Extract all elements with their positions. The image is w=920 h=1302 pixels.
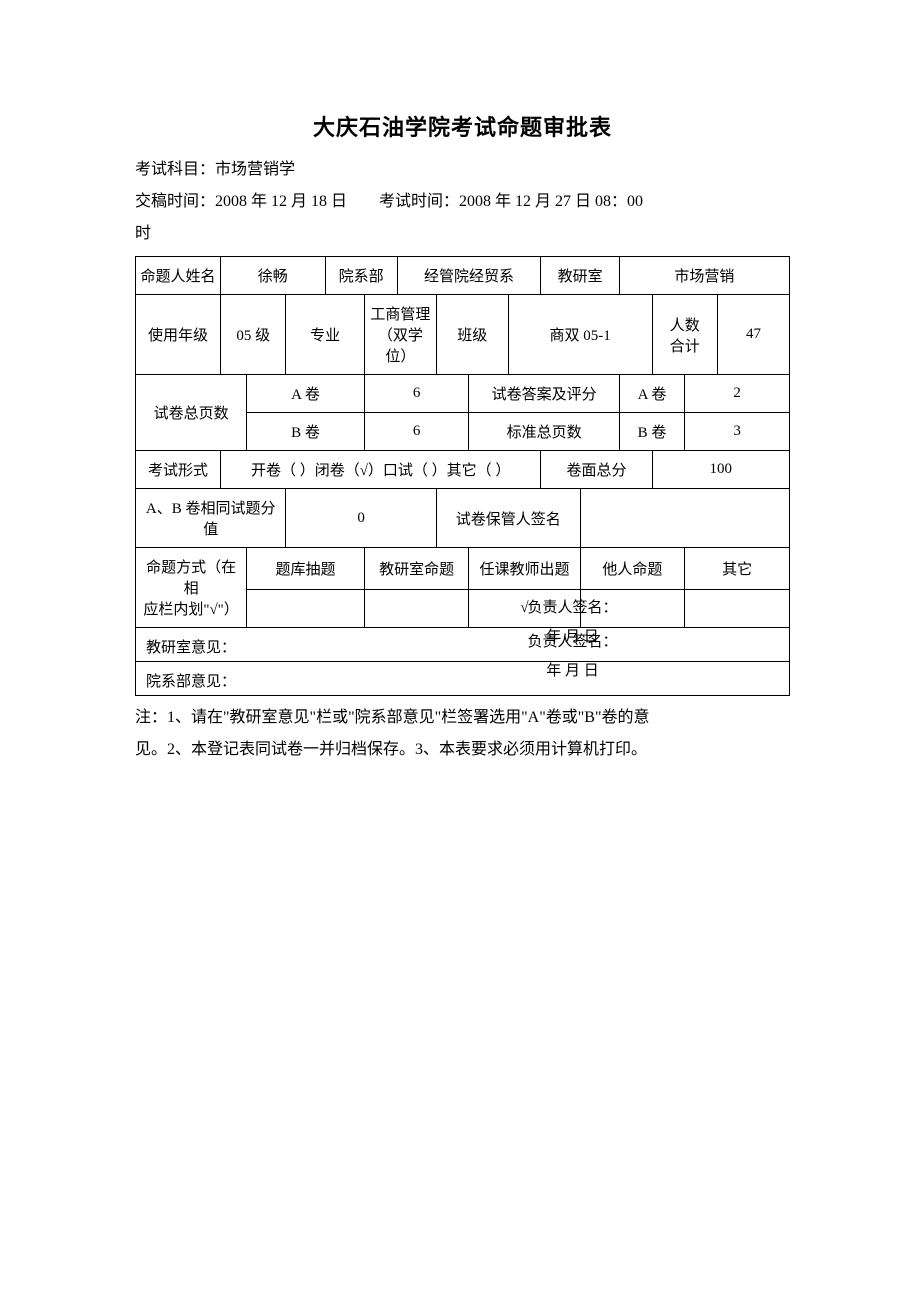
value-total-score: 100 [652,451,789,489]
value-same-value: 0 [286,489,436,548]
label-same-value: A、B 卷相同试题分值 [136,489,286,548]
row-paper-pages-a: 试卷总页数 A 卷 6 试卷答案及评分 A 卷 2 [136,375,790,413]
value-major: 工商管理 （双学位） [364,295,436,375]
label-class: 班级 [436,295,508,375]
label-answer-criteria-l1: 试卷答案及评分 [469,375,619,413]
method-col-other: 其它 [685,548,790,590]
value-keeper-sign [580,489,789,548]
label-total-score: 卷面总分 [541,451,652,489]
method-col-office: 教研室命题 [364,548,469,590]
dept-opinion-cell: 院系部意见： 负责人签名： 年 月 日 [136,662,790,696]
label-ans-b: B 卷 [619,413,684,451]
major-line1: 工商管理 [369,303,432,324]
label-major: 专业 [286,295,364,375]
label-keeper-sign: 试卷保管人签名 [436,489,580,548]
value-ans-b-pages: 3 [685,413,790,451]
value-department: 经管院经贸系 [397,257,541,295]
footnote-line1: 注：1、请在"教研室意见"栏或"院系部意见"栏签署选用"A"卷或"B"卷的意 [135,702,790,734]
footnote-line2: 见。2、本登记表同试卷一并归档保存。3、本表要求必须用计算机打印。 [135,734,790,766]
row-dept-opinion: 院系部意见： 负责人签名： 年 月 日 [136,662,790,696]
count-label-l2: 合计 [657,335,713,356]
value-grade: 05 级 [221,295,286,375]
value-paper-b-pages: 6 [364,413,469,451]
label-exam-form: 考试形式 [136,451,221,489]
label-author-name: 命题人姓名 [136,257,221,295]
dept-sign-block: 负责人签名： 年 月 日 [136,628,789,685]
responsible-sign-label-2: 负责人签名： [356,628,789,657]
row-exam-form: 考试形式 开卷（ ）闭卷（√）口试（ ）其它（ ） 卷面总分 100 [136,451,790,489]
row-author: 命题人姓名 徐畅 院系部 经管院经贸系 教研室 市场营销 [136,257,790,295]
footnote: 注：1、请在"教研室意见"栏或"院系部意见"栏签署选用"A"卷或"B"卷的意 见… [135,702,790,766]
value-paper-a-pages: 6 [364,375,469,413]
method-label-l1: 命题方式（在相 [140,556,242,598]
method-col-other-person: 他人命题 [580,548,685,590]
value-count: 47 [717,295,789,375]
label-total-pages: 试卷总页数 [136,375,247,451]
date-label-2: 年 月 日 [356,657,789,686]
value-author-name: 徐畅 [221,257,326,295]
method-col-bank: 题库抽题 [247,548,365,590]
label-paper-a: A 卷 [247,375,365,413]
label-grade: 使用年级 [136,295,221,375]
row-same-value: A、B 卷相同试题分值 0 试卷保管人签名 [136,489,790,548]
value-ans-a-pages: 2 [685,375,790,413]
exam-subject-line: 考试科目：市场营销学 [135,154,790,186]
document-title: 大庆石油学院考试命题审批表 [135,110,790,142]
label-ans-a: A 卷 [619,375,684,413]
label-office: 教研室 [541,257,619,295]
header-block: 考试科目：市场营销学 交稿时间：2008 年 12 月 18 日 考试时间：20… [135,154,790,250]
row-method-labels: 命题方式（在相 应栏内划"√"） 题库抽题 教研室命题 任课教师出题 他人命题 … [136,548,790,590]
time-suffix-line: 时 [135,218,790,250]
value-office: 市场营销 [619,257,789,295]
submission-exam-time-line: 交稿时间：2008 年 12 月 18 日 考试时间：2008 年 12 月 2… [135,186,790,218]
method-col-teacher: 任课教师出题 [469,548,580,590]
count-label-l1: 人数 [657,314,713,335]
major-line2: （双学位） [369,324,432,366]
value-exam-form: 开卷（ ）闭卷（√）口试（ ）其它（ ） [221,451,541,489]
label-answer-criteria-l2: 标准总页数 [469,413,619,451]
approval-form-table: 命题人姓名 徐畅 院系部 经管院经贸系 教研室 市场营销 使用年级 05 级 专… [135,256,790,696]
value-class: 商双 05-1 [508,295,652,375]
row-grade: 使用年级 05 级 专业 工商管理 （双学位） 班级 商双 05-1 人数 合计… [136,295,790,375]
label-paper-b: B 卷 [247,413,365,451]
responsible-sign-label: 负责人签名： [356,594,789,623]
label-count: 人数 合计 [652,295,717,375]
label-department: 院系部 [325,257,397,295]
